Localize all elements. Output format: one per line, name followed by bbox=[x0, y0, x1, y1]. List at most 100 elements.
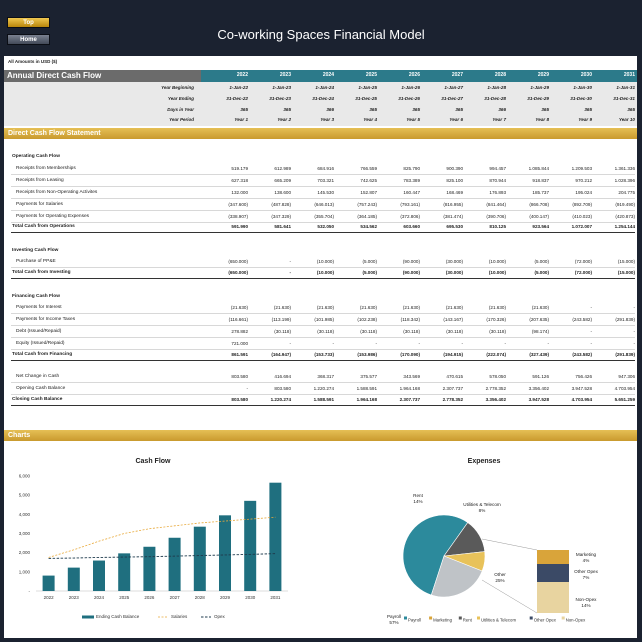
table-cell: (5.000) bbox=[534, 259, 549, 264]
table-cell: 532.050 bbox=[317, 224, 334, 229]
bar bbox=[93, 560, 105, 591]
table-cell: (113.199) bbox=[271, 317, 291, 322]
bar bbox=[244, 500, 257, 591]
period-cell: 1-Jan-31 bbox=[616, 85, 635, 90]
period-cell: 1-Jan-26 bbox=[401, 85, 420, 90]
table-cell: 1.964.168 bbox=[399, 386, 420, 391]
table-cell: 665.209 bbox=[274, 178, 291, 183]
total-label: Total Cash from Operations bbox=[12, 224, 75, 229]
table-cell: 1.085.844 bbox=[528, 166, 549, 171]
table-cell: (355.704) bbox=[314, 214, 334, 219]
row-label: Receipts from Non-Operating Activites bbox=[16, 190, 98, 195]
table-cell: 1.964.168 bbox=[356, 397, 377, 402]
table-cell: (21.630) bbox=[488, 305, 506, 310]
table-cell: 5.651.259 bbox=[614, 397, 635, 402]
callout-marketing: Marketing 4% bbox=[576, 552, 597, 563]
table-cell: 612.989 bbox=[274, 166, 291, 171]
table-cell: 2.778.352 bbox=[485, 386, 506, 391]
charts-section-title[interactable]: Charts bbox=[4, 430, 637, 441]
period-cell: Year 5 bbox=[406, 117, 420, 122]
table-cell: 375.577 bbox=[360, 374, 377, 379]
row-label: Debt (Issued/Repaid) bbox=[16, 329, 62, 334]
period-cell: Year 3 bbox=[320, 117, 334, 122]
table-cell: (291.839) bbox=[615, 317, 635, 322]
home-button[interactable]: Home bbox=[7, 34, 50, 45]
y-tick-label: 6,000 bbox=[19, 474, 31, 479]
table-cell: (892.709) bbox=[572, 202, 592, 207]
period-cell: 31-Dec-30 bbox=[570, 96, 592, 101]
table-cell: 591.990 bbox=[231, 224, 248, 229]
table-cell: 176.893 bbox=[489, 190, 506, 195]
chart-title: Expenses bbox=[468, 458, 501, 465]
y-tick-label: 1,000 bbox=[19, 569, 31, 574]
period-cell: 31-Dec-25 bbox=[355, 96, 377, 101]
table-cell: 810.125 bbox=[489, 224, 506, 229]
x-tick-label: 2024 bbox=[94, 595, 105, 600]
table-cell: (207.635) bbox=[529, 317, 549, 322]
legend-swatch bbox=[477, 616, 480, 620]
table-cell: 603.660 bbox=[403, 224, 420, 229]
row-label: Payments for Income Taxes bbox=[16, 317, 76, 322]
period-cell: Year 6 bbox=[449, 117, 463, 122]
table-cell: (372.806) bbox=[400, 214, 420, 219]
table-cell: (420.873) bbox=[615, 214, 635, 219]
y-tick-label: - bbox=[29, 589, 31, 594]
legend-swatch bbox=[561, 616, 565, 620]
table-cell: (153.986) bbox=[357, 352, 377, 357]
table-cell: (338.907) bbox=[228, 214, 248, 219]
statement-section-title[interactable]: Direct Cash Flow Statement bbox=[4, 128, 637, 139]
period-cell: 365 bbox=[412, 107, 420, 112]
legend-label: Non-Opex bbox=[566, 618, 586, 623]
table-cell: 1.028.396 bbox=[614, 178, 635, 183]
table-cell: 2.778.352 bbox=[442, 397, 463, 402]
table-cell: 970.212 bbox=[575, 178, 592, 183]
period-cell: 1-Jan-24 bbox=[315, 85, 334, 90]
table-cell: (153.733) bbox=[314, 352, 334, 357]
table-cell: (243.582) bbox=[572, 352, 592, 357]
bar bbox=[269, 482, 282, 591]
table-cell: 145.530 bbox=[317, 190, 334, 195]
period-cell: 365 bbox=[283, 107, 291, 112]
year-header: 2029 bbox=[537, 72, 549, 78]
table-cell: 416.694 bbox=[274, 374, 291, 379]
pie-label-other: Other 25% bbox=[494, 572, 506, 583]
x-tick-label: 2025 bbox=[119, 595, 130, 600]
table-cell: (30.000) bbox=[445, 270, 463, 275]
year-header: 2028 bbox=[494, 72, 506, 78]
table-cell: 756.426 bbox=[575, 374, 592, 379]
table-cell: 721.000 bbox=[231, 341, 248, 346]
callout-non-opex: Non-Opex 14% bbox=[576, 597, 598, 608]
table-cell: 343.569 bbox=[403, 374, 420, 379]
salaries-line bbox=[48, 516, 276, 558]
row-divider bbox=[11, 382, 635, 383]
row-label: Receipts from Memberships bbox=[16, 166, 76, 171]
row-label: Net Change in Cash bbox=[16, 374, 60, 379]
table-cell: 204.775 bbox=[618, 190, 635, 195]
period-cell: Year 4 bbox=[363, 117, 377, 122]
top-button[interactable]: Top bbox=[7, 17, 50, 28]
period-label: Year Ending bbox=[167, 96, 194, 101]
table-cell: 160.447 bbox=[403, 190, 420, 195]
bar bbox=[143, 546, 156, 591]
x-tick-label: 2026 bbox=[144, 595, 155, 600]
row-divider bbox=[11, 325, 635, 326]
table-cell: 3.947.528 bbox=[528, 397, 549, 402]
bar bbox=[67, 567, 80, 591]
table-cell: (21.630) bbox=[359, 305, 377, 310]
expenses-chart-svg: Expenses Rent 14% Utilities & Telecom 8% Othe… bbox=[387, 458, 599, 625]
table-cell: - bbox=[633, 341, 635, 346]
legend-label: Ending Cash Balance bbox=[96, 614, 140, 619]
table-cell: (90.000) bbox=[402, 259, 420, 264]
year-header: 2023 bbox=[279, 72, 291, 78]
total-label: Total Cash from Investing bbox=[12, 270, 71, 275]
table-cell: 519.179 bbox=[231, 166, 248, 171]
table-cell: 703.321 bbox=[317, 178, 334, 183]
table-cell: 803.580 bbox=[274, 386, 291, 391]
table-cell: 591.126 bbox=[532, 374, 549, 379]
year-header: 2025 bbox=[365, 72, 377, 78]
period-cell: 366 bbox=[326, 107, 334, 112]
table-cell: (30.118) bbox=[360, 329, 377, 334]
x-tick-label: 2029 bbox=[220, 595, 231, 600]
period-cell: 365 bbox=[584, 107, 592, 112]
table-cell: (118.342) bbox=[400, 317, 420, 322]
